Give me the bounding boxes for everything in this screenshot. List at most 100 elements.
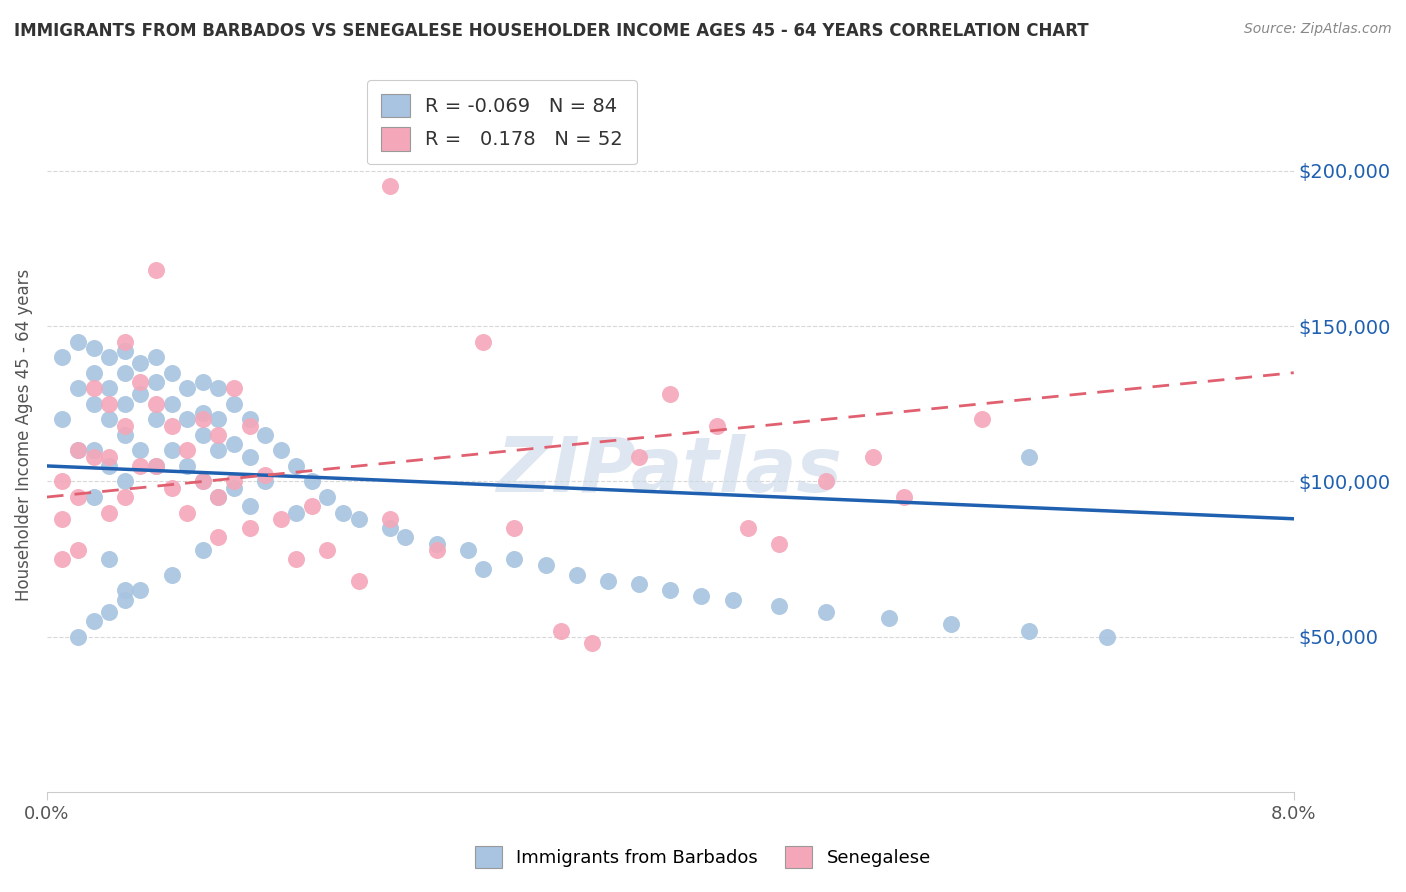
Point [98,450,121,464]
Point [176,443,198,458]
Point [98,552,121,566]
Point [129,356,152,370]
Point [114,592,136,607]
Point [737,521,759,535]
Point [768,599,790,613]
Point [145,412,167,426]
Point [472,334,495,349]
Point [207,428,229,442]
Point [98,506,121,520]
Point [503,552,526,566]
Text: ZIPatlas: ZIPatlas [498,434,844,508]
Point [503,521,526,535]
Point [207,381,229,395]
Point [316,542,339,557]
Point [721,592,744,607]
Point [1095,630,1118,644]
Point [67,542,90,557]
Point [129,458,152,473]
Point [1018,624,1040,638]
Point [114,428,136,442]
Point [145,458,167,473]
Y-axis label: Householder Income Ages 45 - 64 years: Householder Income Ages 45 - 64 years [15,268,32,601]
Point [83,341,105,355]
Point [222,397,245,411]
Point [145,458,167,473]
Text: IMMIGRANTS FROM BARBADOS VS SENEGALESE HOUSEHOLDER INCOME AGES 45 - 64 YEARS COR: IMMIGRANTS FROM BARBADOS VS SENEGALESE H… [14,22,1088,40]
Point [970,412,993,426]
Point [207,490,229,504]
Point [83,450,105,464]
Point [51,512,73,526]
Point [160,366,183,380]
Point [145,350,167,364]
Point [98,397,121,411]
Point [114,397,136,411]
Point [114,334,136,349]
Point [238,412,260,426]
Point [207,490,229,504]
Point [83,397,105,411]
Point [160,418,183,433]
Point [176,458,198,473]
Point [301,500,323,514]
Point [191,475,214,489]
Point [51,475,73,489]
Point [706,418,728,433]
Point [270,443,292,458]
Point [160,481,183,495]
Point [98,605,121,619]
Point [659,387,682,401]
Point [332,506,354,520]
Point [939,617,962,632]
Point [98,350,121,364]
Point [129,443,152,458]
Point [425,536,447,550]
Point [83,615,105,629]
Point [114,343,136,358]
Point [67,334,90,349]
Point [129,387,152,401]
Point [51,552,73,566]
Point [222,475,245,489]
Point [565,567,588,582]
Point [176,381,198,395]
Point [316,490,339,504]
Point [768,536,790,550]
Point [550,624,572,638]
Point [472,561,495,575]
Point [347,574,370,588]
Point [67,381,90,395]
Point [160,567,183,582]
Point [67,490,90,504]
Point [222,481,245,495]
Point [67,443,90,458]
Point [176,412,198,426]
Point [160,443,183,458]
Point [862,450,884,464]
Point [222,437,245,451]
Point [98,412,121,426]
Point [83,381,105,395]
Point [285,506,308,520]
Point [114,366,136,380]
Point [114,583,136,598]
Point [129,375,152,389]
Point [207,412,229,426]
Point [67,630,90,644]
Point [394,530,416,544]
Point [191,412,214,426]
Point [815,475,838,489]
Point [347,512,370,526]
Point [129,583,152,598]
Point [222,381,245,395]
Point [893,490,915,504]
Point [114,490,136,504]
Point [534,558,557,573]
Point [270,512,292,526]
Point [191,542,214,557]
Point [815,605,838,619]
Point [176,506,198,520]
Point [191,475,214,489]
Point [285,552,308,566]
